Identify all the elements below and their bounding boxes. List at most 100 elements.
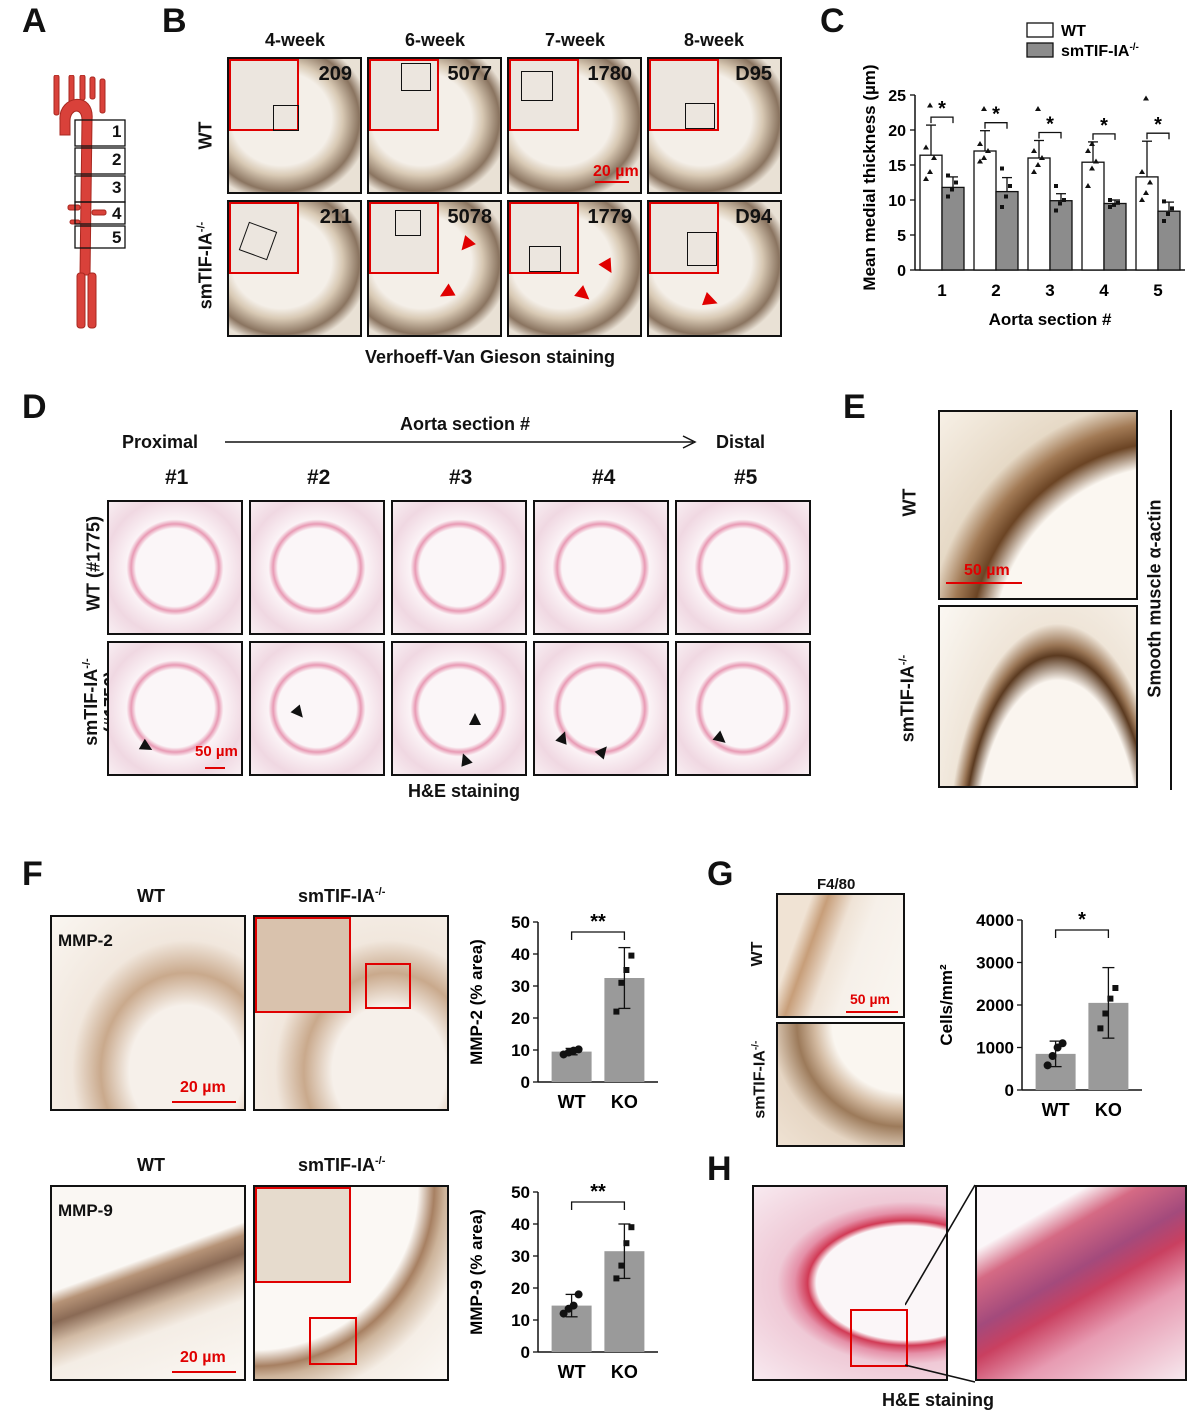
- bar-smTIF-IA-/--2: [995, 190, 1019, 271]
- he-wt-1: [107, 500, 243, 635]
- data-point: [1085, 183, 1091, 188]
- col-6-week: 6-week: [405, 30, 466, 50]
- y-tick-label: 20: [888, 123, 906, 140]
- y-tick-label: 5: [897, 228, 906, 245]
- e-side-label: Smooth muscle α-actin: [1144, 499, 1165, 698]
- he-ko-2: [249, 641, 385, 776]
- sig-marker: **: [590, 1181, 606, 1203]
- data-point: [946, 194, 950, 199]
- data-point: [977, 158, 983, 164]
- data-point: [618, 979, 625, 986]
- y-axis-label: Cells/mm²: [937, 964, 956, 1046]
- mmp2-wt-image: MMP-2 20 µm: [50, 915, 246, 1111]
- data-point: [1116, 200, 1120, 205]
- y-tick-label: 20: [511, 1279, 530, 1298]
- data-point: [1008, 184, 1012, 188]
- chart-f480: 0 1000 2000 3000 4000 WT KO * Cells/mm²: [937, 909, 1142, 1120]
- data-point: [1054, 184, 1058, 188]
- data-point: [981, 155, 987, 160]
- he-ko-4: [533, 641, 669, 776]
- data-point: [1004, 194, 1008, 199]
- he-wt-5: [675, 500, 811, 635]
- sig-bracket: [1146, 132, 1170, 140]
- vvg-ko-8week: D94: [647, 200, 782, 337]
- y-tick-label: 50: [511, 1183, 530, 1202]
- d-row-wt: WT (#1775): [83, 515, 104, 612]
- data-point: [1102, 1010, 1109, 1017]
- panel-label-e: E: [843, 388, 866, 426]
- data-point: [574, 1045, 583, 1054]
- mmp9-wt-image: MMP-9 20 µm: [50, 1185, 246, 1381]
- chart-medial-thickness: WT smTIF-IA-/- 0 5 10 15 20 25 1 * 2 * 3 * 4 * 5 * Aorta s…: [860, 22, 1185, 329]
- vvg-wt-4week: 209: [227, 57, 362, 194]
- data-point: [1043, 1061, 1052, 1070]
- f480-ko-image: [776, 1022, 905, 1147]
- data-point: [977, 141, 983, 146]
- data-point: [1170, 206, 1174, 211]
- data-point: [1048, 1052, 1057, 1060]
- legend-label-ko: smTIF-IA-/-: [1061, 42, 1139, 60]
- x-tick-label: 2: [991, 281, 1000, 300]
- data-point: [569, 1301, 578, 1310]
- x-tick-label: WT: [1042, 1100, 1070, 1120]
- he-ko-3: [391, 641, 527, 776]
- vvg-wt-8week: D95: [647, 57, 782, 194]
- sig-bracket: [570, 1201, 626, 1210]
- sma-wt: 50 µm: [938, 410, 1138, 600]
- panel-label-g: G: [707, 855, 734, 893]
- y-tick-label: 0: [521, 1073, 530, 1092]
- data-point: [613, 1008, 620, 1015]
- section-5-label: 5: [112, 228, 122, 247]
- x-tick-label: WT: [558, 1092, 586, 1112]
- data-point: [618, 1262, 625, 1269]
- sig-bracket: [1054, 929, 1110, 938]
- y-tick-label: 0: [521, 1343, 530, 1362]
- y-tick-label: 4000: [976, 911, 1014, 930]
- sig-bracket: [984, 122, 1008, 129]
- d-col-1: #1: [165, 466, 189, 489]
- he-overview-image: [752, 1185, 948, 1381]
- data-point: [1035, 106, 1041, 111]
- sma-ko: [938, 605, 1138, 788]
- data-point: [1062, 198, 1066, 202]
- g-title: F4/80: [817, 876, 856, 893]
- data-point: [1031, 148, 1037, 153]
- e-divider: [1170, 410, 1172, 790]
- aorta-schematic: [53, 75, 126, 329]
- he-caption: H&E staining: [408, 781, 521, 801]
- data-point: [628, 1224, 635, 1231]
- he-ko-5: [675, 641, 811, 776]
- data-point: [1143, 95, 1149, 101]
- data-point: [1147, 179, 1153, 185]
- data-point: [1162, 199, 1166, 204]
- data-point: [1166, 212, 1170, 216]
- panel-label-a: A: [22, 2, 47, 40]
- y-tick-label: 10: [888, 193, 906, 210]
- bar-WT-2: [973, 150, 997, 271]
- sig-marker: **: [590, 911, 606, 933]
- y-tick-label: 3000: [976, 954, 1014, 973]
- sig-bracket: [1092, 133, 1116, 140]
- y-tick-label: 40: [511, 945, 530, 964]
- y-axis-label: Mean medial thickness (µm): [860, 64, 879, 290]
- sig-marker: *: [938, 98, 946, 120]
- f-col-ko: smTIF-IA-/-: [298, 886, 386, 906]
- y-tick-label: 0: [1005, 1081, 1014, 1100]
- y-tick-label: 40: [511, 1215, 530, 1234]
- y-tick-label: 10: [511, 1311, 530, 1330]
- data-point: [1108, 198, 1112, 202]
- sig-bracket: [1038, 131, 1062, 139]
- x-axis-label: Aorta section #: [989, 310, 1112, 329]
- he-ko-1: 50 µm: [107, 641, 243, 776]
- legend-label-wt: WT: [1061, 23, 1086, 40]
- row-label-wt: WT: [195, 121, 216, 150]
- aorta-section-axis-title: Aorta section #: [400, 414, 531, 434]
- bar-WT: [551, 1051, 592, 1082]
- e-row-wt: WT: [899, 488, 920, 517]
- f9-col-wt: WT: [137, 1155, 165, 1175]
- g-row-wt: WT: [749, 941, 766, 967]
- x-tick-label: 3: [1045, 281, 1054, 300]
- vvg-ko-6week: 5078: [367, 200, 502, 337]
- data-point: [1089, 165, 1095, 171]
- data-point: [1035, 162, 1041, 167]
